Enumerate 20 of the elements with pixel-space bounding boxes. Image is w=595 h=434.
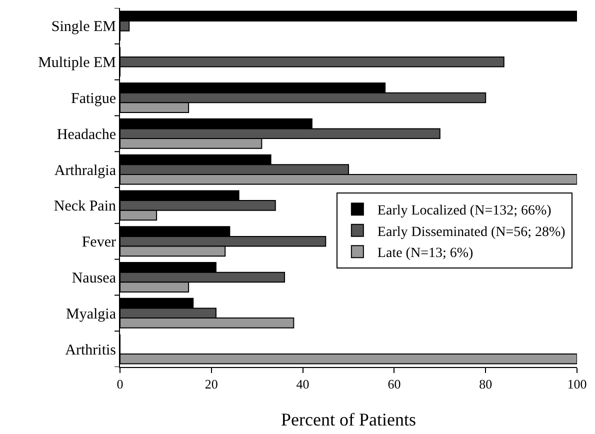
y-tick-label: Arthralgia	[54, 162, 116, 179]
x-tick-label: 0	[116, 376, 124, 392]
y-tick-label: Nausea	[72, 270, 116, 286]
y-tick-label: Fever	[82, 234, 116, 251]
x-tick-label: 40	[296, 376, 310, 392]
y-tick-label: Headache	[56, 126, 116, 143]
x-tick-label: 100	[567, 376, 587, 392]
y-tick-label: Arthritis	[65, 342, 116, 358]
legend-label: Early Localized (N=132; 66%)	[377, 204, 552, 219]
y-tick-label: Multiple EM	[38, 55, 116, 72]
x-axis-title: Percent of Patients	[281, 410, 416, 430]
legend-label: Late (N=13; 6%)	[377, 246, 474, 262]
x-tick-label: 20	[204, 376, 218, 392]
y-tick-label: Myalgia	[66, 306, 116, 322]
x-tick-label: 80	[479, 376, 492, 392]
legend-label: Early Disseminated (N=56; 28%)	[377, 224, 566, 240]
y-tick-label: Neck Pain	[54, 198, 116, 215]
y-tick-label: Fatigue	[71, 91, 116, 107]
y-tick-label: Single EM	[51, 19, 116, 36]
x-tick-label: 60	[388, 376, 401, 392]
